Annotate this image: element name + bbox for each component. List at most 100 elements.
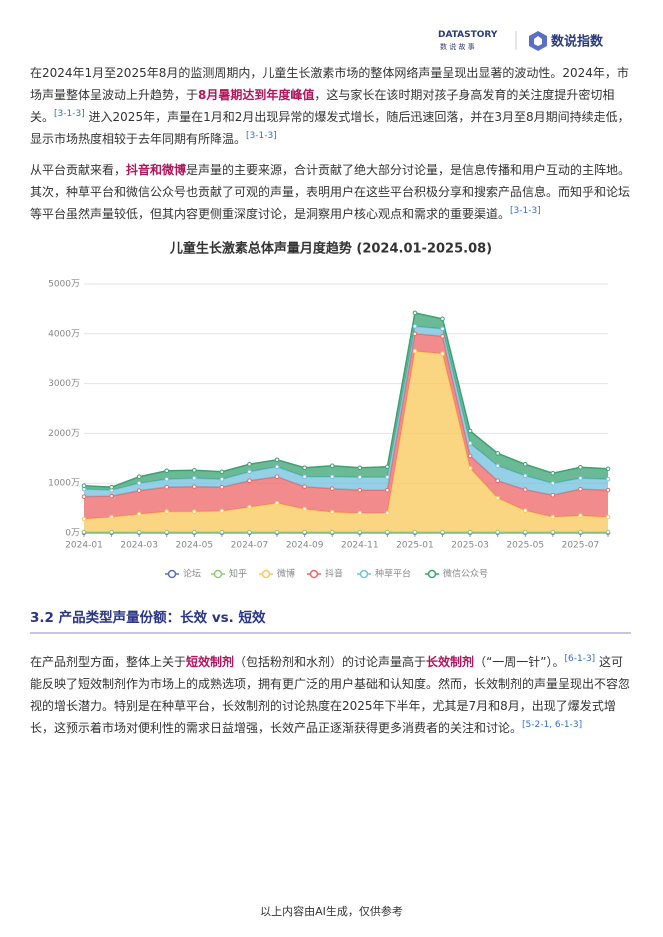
citation[interactable]: [3-1-3] xyxy=(510,206,541,216)
point xyxy=(136,474,142,480)
point xyxy=(247,461,252,467)
point xyxy=(302,474,307,480)
text: （包括粉剂和水剂）的讨论声量高于 xyxy=(234,655,427,669)
point xyxy=(385,487,390,493)
point xyxy=(274,500,280,506)
citation[interactable]: [3-1-3] xyxy=(54,109,85,119)
line xyxy=(83,332,609,498)
point xyxy=(605,529,611,535)
point xyxy=(578,529,583,535)
point xyxy=(522,473,528,479)
x-tick-label: 2024-03 xyxy=(120,541,158,551)
point xyxy=(412,348,418,354)
footer: 以上内容由AI生成，仅供参考 xyxy=(260,905,403,918)
legend-item[interactable]: 论坛 xyxy=(165,568,201,580)
point xyxy=(247,478,252,484)
y-tick-label: 0万 xyxy=(65,529,80,539)
point xyxy=(136,511,142,517)
x-tick-label: 2024-09 xyxy=(286,541,324,551)
text: 是声量的主要来源，合计贡献了绝大部分讨论量，是信息传播和用户互动的主阵地。其次，… xyxy=(30,163,631,221)
point xyxy=(605,476,611,482)
text: （“一周一针”）。 xyxy=(474,655,565,669)
point xyxy=(219,476,225,482)
highlight: 8月暑期达到年度峰值 xyxy=(198,88,315,102)
y-tick-label: 4000万 xyxy=(48,329,80,339)
citation[interactable]: [6-1-3] xyxy=(564,654,596,664)
point xyxy=(274,464,280,470)
legend-label: 微博 xyxy=(277,568,295,580)
citation[interactable]: [3-1-3] xyxy=(246,131,277,141)
point xyxy=(578,464,583,470)
point xyxy=(385,510,390,516)
point xyxy=(219,469,225,475)
point xyxy=(522,508,528,513)
point xyxy=(192,509,197,514)
legend-item[interactable]: 种草平台 xyxy=(357,568,411,580)
point xyxy=(329,474,335,480)
point xyxy=(357,474,363,480)
point xyxy=(522,529,528,535)
point xyxy=(329,509,335,515)
point xyxy=(385,474,390,480)
point xyxy=(81,494,87,499)
logo: DATASTORY xyxy=(438,30,498,40)
x-tick-label: 2025-03 xyxy=(451,541,489,551)
section-title: 3.2 产品类型声量份额：长效 vs. 短效 xyxy=(30,610,266,626)
point xyxy=(302,529,307,535)
point xyxy=(274,457,280,463)
point xyxy=(522,487,528,492)
legend-marker xyxy=(309,569,319,579)
point xyxy=(550,470,556,476)
point xyxy=(412,331,418,337)
legend-marker xyxy=(359,569,369,579)
x-tick-label: 2024-01 xyxy=(65,541,103,551)
point xyxy=(192,484,197,489)
area xyxy=(84,312,608,491)
area xyxy=(84,326,608,497)
text: ，这与家长在该时期对孩子身高发育的关注度提升密切相关。 xyxy=(30,88,615,124)
line xyxy=(83,311,609,488)
point xyxy=(440,316,445,322)
point xyxy=(550,492,556,498)
point xyxy=(247,504,252,510)
legend-label: 种草平台 xyxy=(375,568,411,580)
point xyxy=(164,509,170,514)
y-tick-label: 3000万 xyxy=(48,379,80,389)
point xyxy=(164,476,170,482)
point xyxy=(164,468,170,474)
paragraph: 在产品剂型方面，整体上关于短效制剂（包括粉剂和水剂）的讨论声量高于长效制剂（“一… xyxy=(30,651,632,739)
point xyxy=(164,484,170,490)
legend-item[interactable]: 微信公众号 xyxy=(425,568,488,580)
point xyxy=(440,351,445,357)
point xyxy=(578,475,583,481)
point xyxy=(467,529,473,535)
point xyxy=(467,428,473,434)
point xyxy=(495,529,500,535)
legend-marker xyxy=(213,569,223,579)
point xyxy=(440,529,445,535)
legend-item[interactable]: 抖音 xyxy=(307,568,343,580)
point xyxy=(467,453,473,459)
x-tick-label: 2025-01 xyxy=(396,541,434,551)
legend-item[interactable]: 微博 xyxy=(259,568,295,580)
x-tick-label: 2024-07 xyxy=(231,541,269,551)
point xyxy=(578,513,583,518)
point xyxy=(109,529,114,535)
point xyxy=(136,488,142,493)
point xyxy=(440,333,445,339)
point xyxy=(219,529,225,535)
legend-item[interactable]: 知乎 xyxy=(211,568,247,580)
citation[interactable]: [5-2-1, 6-1-3] xyxy=(522,720,583,730)
point xyxy=(495,451,500,456)
section-rule xyxy=(30,632,631,634)
text: 在产品剂型方面，整体上关于 xyxy=(30,655,187,669)
point xyxy=(136,529,142,535)
x-tick-label: 2025-07 xyxy=(562,541,600,551)
legend-label: 抖音 xyxy=(325,568,343,580)
point xyxy=(412,324,418,329)
brand: 数说指数 xyxy=(551,34,604,50)
point xyxy=(495,495,500,501)
point xyxy=(550,529,556,535)
point xyxy=(274,529,280,535)
line xyxy=(83,325,609,491)
